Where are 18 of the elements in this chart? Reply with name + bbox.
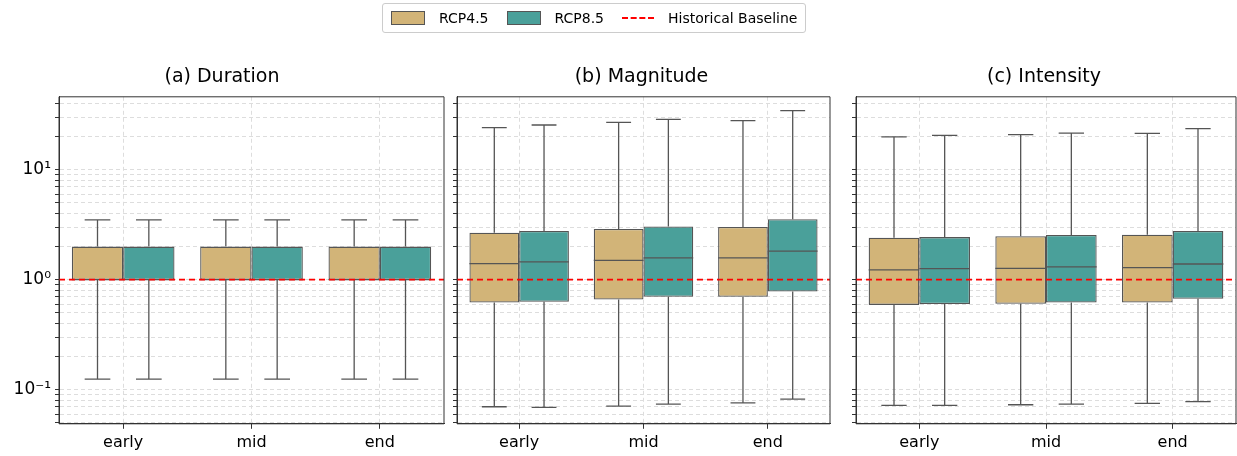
x-tick-label: end [364,431,395,451]
x-tick-label: early [499,431,540,451]
legend-label: RCP4.5 [439,10,489,26]
x-tick-label: mid [236,431,267,451]
legend-label: RCP8.5 [554,10,605,26]
chart-title: (a) Duration [164,64,280,87]
legend-label: Historical Baseline [668,10,798,26]
x-tick-label: end [1157,431,1188,451]
y-tick-label: 10⁻¹ [13,378,51,399]
chart-title: (b) Magnitude [574,64,709,87]
x-tick-label: mid [1030,431,1062,451]
x-tick-label: end [752,431,783,451]
chart-title: (c) Intensity [986,64,1102,87]
x-tick-label: early [899,431,940,451]
x-tick-label: early [103,431,144,451]
x-tick-label: mid [628,431,659,451]
y-tick-label: 10⁰ [22,268,52,289]
y-tick-label: 10¹ [22,158,51,179]
